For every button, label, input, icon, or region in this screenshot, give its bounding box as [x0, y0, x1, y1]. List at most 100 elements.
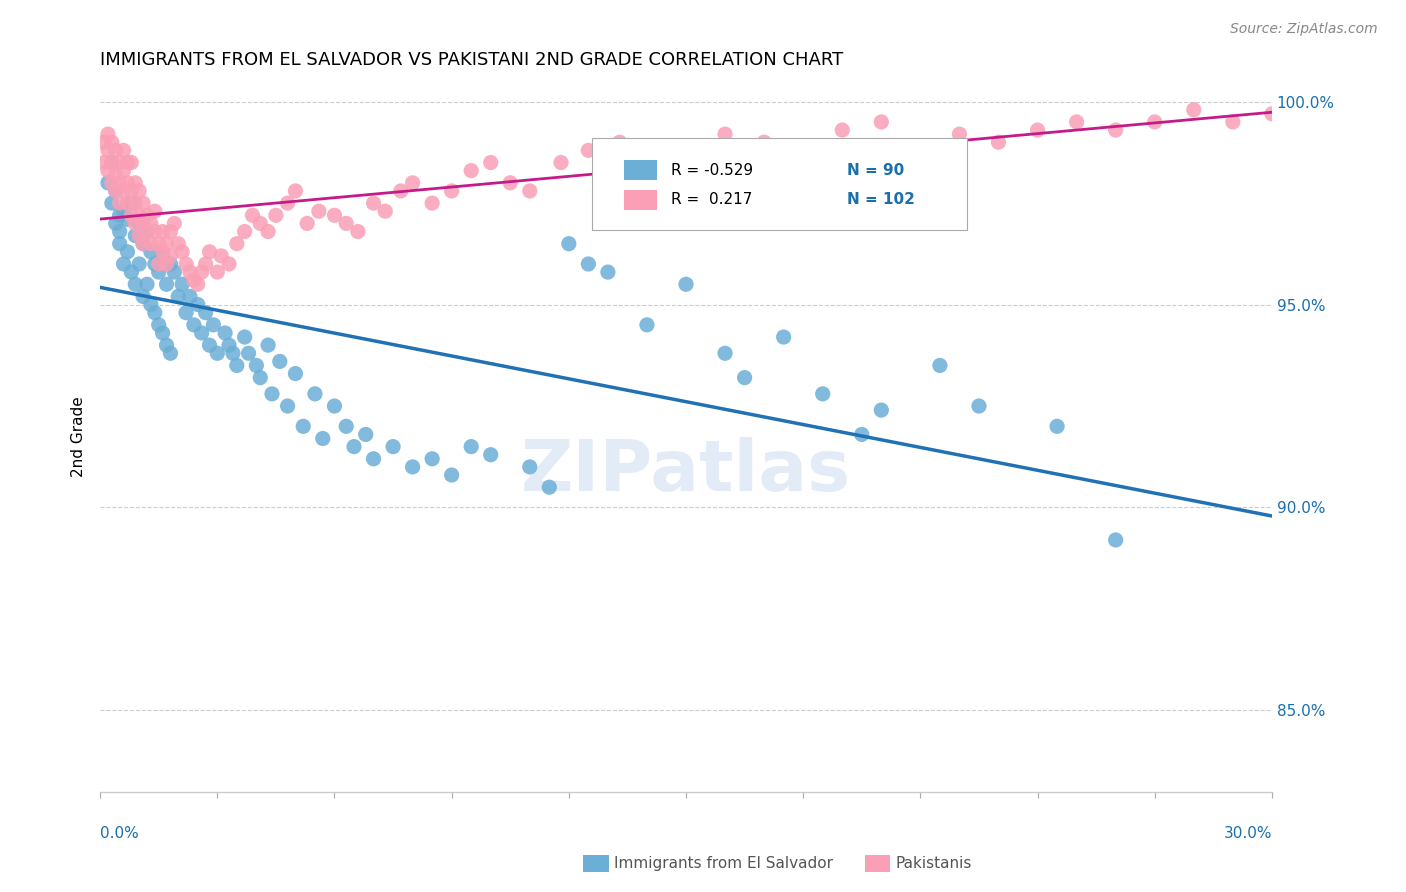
- Point: [155, 277, 177, 292]
- Point: [202, 318, 225, 332]
- Point: [499, 176, 522, 190]
- Point: [1222, 115, 1244, 129]
- Point: [159, 346, 181, 360]
- Point: [675, 144, 697, 158]
- Point: [108, 236, 131, 251]
- Point: [675, 277, 697, 292]
- Text: ZIPatlas: ZIPatlas: [522, 437, 851, 507]
- Point: [101, 155, 124, 169]
- Point: [155, 257, 177, 271]
- Point: [335, 216, 357, 230]
- Point: [374, 204, 396, 219]
- Point: [519, 459, 541, 474]
- Point: [120, 208, 142, 222]
- Point: [967, 399, 990, 413]
- Point: [323, 399, 346, 413]
- Point: [440, 184, 463, 198]
- Point: [401, 459, 423, 474]
- Point: [1066, 115, 1088, 129]
- Point: [124, 196, 146, 211]
- Point: [167, 236, 190, 251]
- Point: [108, 155, 131, 169]
- Point: [987, 135, 1010, 149]
- Point: [143, 204, 166, 219]
- Point: [101, 135, 124, 149]
- Point: [167, 289, 190, 303]
- Point: [159, 225, 181, 239]
- Point: [222, 346, 245, 360]
- Point: [277, 399, 299, 413]
- Point: [460, 440, 482, 454]
- Point: [104, 184, 127, 198]
- Point: [143, 306, 166, 320]
- Point: [172, 244, 194, 259]
- Point: [194, 306, 217, 320]
- Point: [97, 127, 120, 141]
- Point: [576, 144, 599, 158]
- Point: [851, 427, 873, 442]
- Point: [104, 184, 127, 198]
- Point: [242, 208, 264, 222]
- Point: [190, 265, 212, 279]
- Point: [928, 359, 950, 373]
- Point: [420, 196, 443, 211]
- Point: [112, 144, 135, 158]
- Point: [120, 155, 142, 169]
- Point: [101, 176, 124, 190]
- Point: [117, 244, 139, 259]
- Point: [108, 208, 131, 222]
- Point: [139, 236, 162, 251]
- Point: [104, 168, 127, 182]
- Point: [97, 163, 120, 178]
- Point: [155, 338, 177, 352]
- Point: [277, 196, 299, 211]
- Point: [124, 216, 146, 230]
- Point: [209, 249, 232, 263]
- Point: [104, 144, 127, 158]
- Point: [152, 244, 174, 259]
- Point: [155, 236, 177, 251]
- Point: [194, 257, 217, 271]
- Point: [120, 184, 142, 198]
- Point: [347, 225, 370, 239]
- Point: [225, 236, 247, 251]
- Point: [218, 338, 240, 352]
- Point: [152, 225, 174, 239]
- Point: [257, 225, 280, 239]
- FancyBboxPatch shape: [592, 138, 967, 230]
- Point: [172, 277, 194, 292]
- Point: [218, 257, 240, 271]
- Point: [312, 432, 335, 446]
- Point: [108, 176, 131, 190]
- Point: [207, 346, 229, 360]
- Point: [354, 427, 377, 442]
- Point: [772, 330, 794, 344]
- Point: [139, 297, 162, 311]
- Point: [108, 196, 131, 211]
- Point: [343, 440, 366, 454]
- FancyBboxPatch shape: [624, 161, 657, 180]
- Point: [233, 225, 256, 239]
- Point: [249, 370, 271, 384]
- Point: [207, 265, 229, 279]
- Point: [214, 326, 236, 340]
- Point: [440, 468, 463, 483]
- Point: [159, 249, 181, 263]
- Point: [132, 236, 155, 251]
- Point: [389, 184, 412, 198]
- Point: [117, 196, 139, 211]
- Point: [1105, 533, 1128, 547]
- Point: [264, 208, 287, 222]
- Text: R = -0.529: R = -0.529: [671, 162, 752, 178]
- Point: [636, 318, 658, 332]
- Point: [479, 155, 502, 169]
- Point: [108, 225, 131, 239]
- Text: Immigrants from El Salvador: Immigrants from El Salvador: [614, 856, 834, 871]
- Point: [460, 163, 482, 178]
- Point: [831, 123, 853, 137]
- Point: [187, 297, 209, 311]
- Point: [136, 277, 159, 292]
- Point: [870, 403, 893, 417]
- Point: [233, 330, 256, 344]
- Point: [292, 419, 315, 434]
